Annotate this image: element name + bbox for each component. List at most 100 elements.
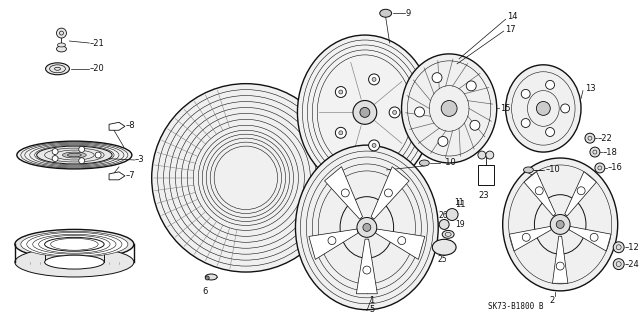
Circle shape [467,81,476,91]
Ellipse shape [442,230,454,238]
Ellipse shape [45,237,104,251]
Ellipse shape [17,141,132,169]
Circle shape [546,80,554,89]
Text: 5: 5 [369,305,374,314]
Polygon shape [524,172,556,216]
Circle shape [590,233,598,241]
Circle shape [546,128,554,137]
Text: 11: 11 [454,198,463,207]
Circle shape [369,140,380,151]
Text: –22: –22 [598,134,612,143]
Text: ACURA: ACURA [436,245,452,250]
Circle shape [363,223,371,231]
Polygon shape [109,122,125,130]
Circle shape [56,28,67,38]
Ellipse shape [401,54,497,163]
Circle shape [521,119,530,128]
Circle shape [372,78,376,81]
Polygon shape [371,167,409,219]
Ellipse shape [419,160,429,166]
Circle shape [561,104,570,113]
Circle shape [52,156,58,161]
Circle shape [385,189,392,197]
Circle shape [363,266,371,274]
Polygon shape [552,236,568,283]
Circle shape [521,89,530,98]
Circle shape [550,214,570,234]
Circle shape [486,151,493,159]
Circle shape [341,189,349,197]
Ellipse shape [298,35,432,190]
Text: 2: 2 [550,296,555,305]
Circle shape [556,262,564,270]
Circle shape [335,127,346,138]
Text: 6: 6 [202,287,208,296]
Circle shape [590,147,600,157]
Circle shape [478,151,486,159]
Circle shape [446,209,458,220]
Text: 14: 14 [507,12,517,21]
Circle shape [79,158,84,164]
Circle shape [398,237,406,245]
Text: –8: –8 [126,121,136,130]
Text: –7: –7 [126,171,136,180]
Circle shape [360,108,370,117]
Text: 17: 17 [505,25,515,33]
Circle shape [339,131,343,135]
Ellipse shape [296,145,438,310]
Ellipse shape [56,46,67,52]
Circle shape [389,107,400,118]
Circle shape [369,74,380,85]
Circle shape [470,120,480,130]
Circle shape [432,73,442,83]
Text: –20: –20 [89,64,104,73]
Polygon shape [569,226,611,251]
Circle shape [441,100,457,116]
Ellipse shape [205,276,209,280]
Ellipse shape [67,153,81,157]
Text: SK73-B1800 B: SK73-B1800 B [488,302,543,311]
Text: 25: 25 [437,255,447,263]
Circle shape [595,163,605,173]
Circle shape [372,144,376,147]
Text: –3: –3 [135,155,145,165]
Circle shape [585,133,595,143]
Ellipse shape [502,158,618,291]
Ellipse shape [33,234,116,254]
Text: 23: 23 [479,191,489,200]
Ellipse shape [45,255,104,269]
Circle shape [392,110,397,115]
Circle shape [613,242,624,253]
Polygon shape [109,172,125,180]
Text: 15: 15 [500,104,510,113]
Text: 19: 19 [455,220,465,229]
Circle shape [577,187,585,195]
Ellipse shape [27,232,122,256]
Ellipse shape [524,167,533,173]
Text: –21: –21 [89,39,104,48]
Text: –24: –24 [625,260,639,269]
Circle shape [357,218,377,237]
Text: 4: 4 [351,201,356,210]
Circle shape [328,237,336,245]
Ellipse shape [380,9,392,17]
Circle shape [438,137,448,146]
Ellipse shape [432,239,456,255]
Polygon shape [309,229,358,259]
Text: 1: 1 [369,296,374,305]
Circle shape [415,107,424,117]
Circle shape [522,233,530,241]
Circle shape [353,100,377,124]
Text: –10: –10 [441,159,456,167]
Text: 26: 26 [438,211,448,220]
Ellipse shape [506,65,581,152]
Bar [478,165,493,185]
Text: 9: 9 [406,9,411,18]
Text: –12: –12 [625,243,639,252]
Circle shape [613,259,624,270]
Ellipse shape [45,63,69,75]
Text: –18: –18 [603,148,618,157]
Text: –10: –10 [545,166,560,174]
Circle shape [95,152,101,158]
Polygon shape [509,226,551,251]
